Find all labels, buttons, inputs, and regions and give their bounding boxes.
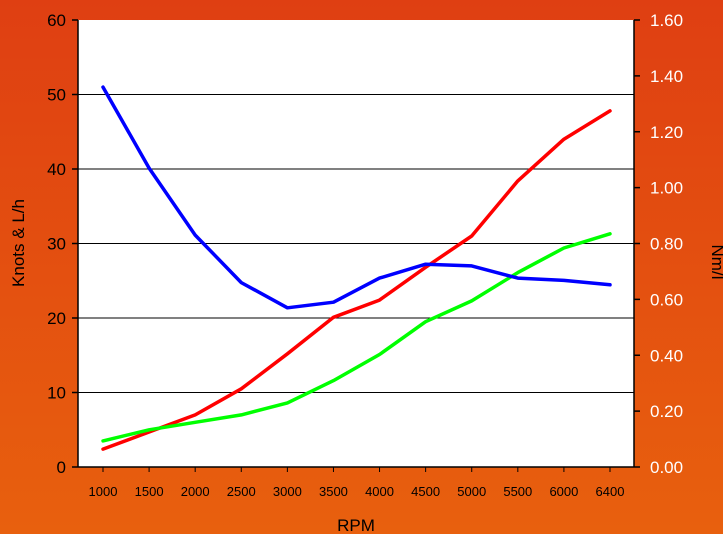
right-axis-tick-label: 1.40 <box>650 67 683 86</box>
gridlines <box>78 94 634 393</box>
x-axis-tick-label: 1000 <box>89 484 118 499</box>
x-axis-tick-label: 2000 <box>181 484 210 499</box>
left-axis-tick-label: 40 <box>47 160 66 179</box>
x-axis-tick-label: 2500 <box>227 484 256 499</box>
tick-labels: 0 10 20 30 40 50 60 0.00 0.20 0.40 0.60 0.80 1.00 1.2… <box>47 11 683 499</box>
x-axis-title: RPM <box>337 516 375 534</box>
x-axis-tick-label: 5000 <box>457 484 486 499</box>
left-axis-tick-label: 10 <box>47 384 66 403</box>
right-axis-tick-label: 0.40 <box>650 346 683 365</box>
x-axis-tick-label: 1500 <box>135 484 164 499</box>
series-line-3 <box>101 85 612 310</box>
left-axis-tick-label: 50 <box>47 86 66 105</box>
right-axis-tick-label: 1.20 <box>650 123 683 142</box>
x-axis-tick-label: 6400 <box>596 484 625 499</box>
right-axis-tick-label: 0.80 <box>650 235 683 254</box>
left-axis-tick-label: 0 <box>57 458 66 477</box>
left-axis-tick-label: 60 <box>47 11 66 30</box>
left-axis-tick-label: 20 <box>47 309 66 328</box>
right-axis-tick-label: 1.00 <box>650 179 683 198</box>
right-axis-tick-label: 1.60 <box>650 11 683 30</box>
x-axis-tick-label: 4000 <box>365 484 394 499</box>
x-axis-tick-label: 3500 <box>319 484 348 499</box>
x-axis-tick-label: 3000 <box>273 484 302 499</box>
x-axis-tick-label: 6000 <box>549 484 578 499</box>
axes <box>72 19 640 472</box>
y-axis-right-title: Nm/l <box>708 245 723 280</box>
series-lines <box>101 85 612 451</box>
x-axis-tick-label: 5500 <box>503 484 532 499</box>
series-line-2 <box>101 232 612 443</box>
right-axis-tick-label: 0.00 <box>650 458 683 477</box>
x-axis-tick-label: 4500 <box>411 484 440 499</box>
right-axis-tick-label: 0.60 <box>650 290 683 309</box>
right-axis-tick-label: 0.20 <box>650 402 683 421</box>
y-axis-left-title: Knots & L/h <box>9 199 28 287</box>
series-line-1 <box>101 109 612 451</box>
left-axis-tick-label: 30 <box>47 235 66 254</box>
